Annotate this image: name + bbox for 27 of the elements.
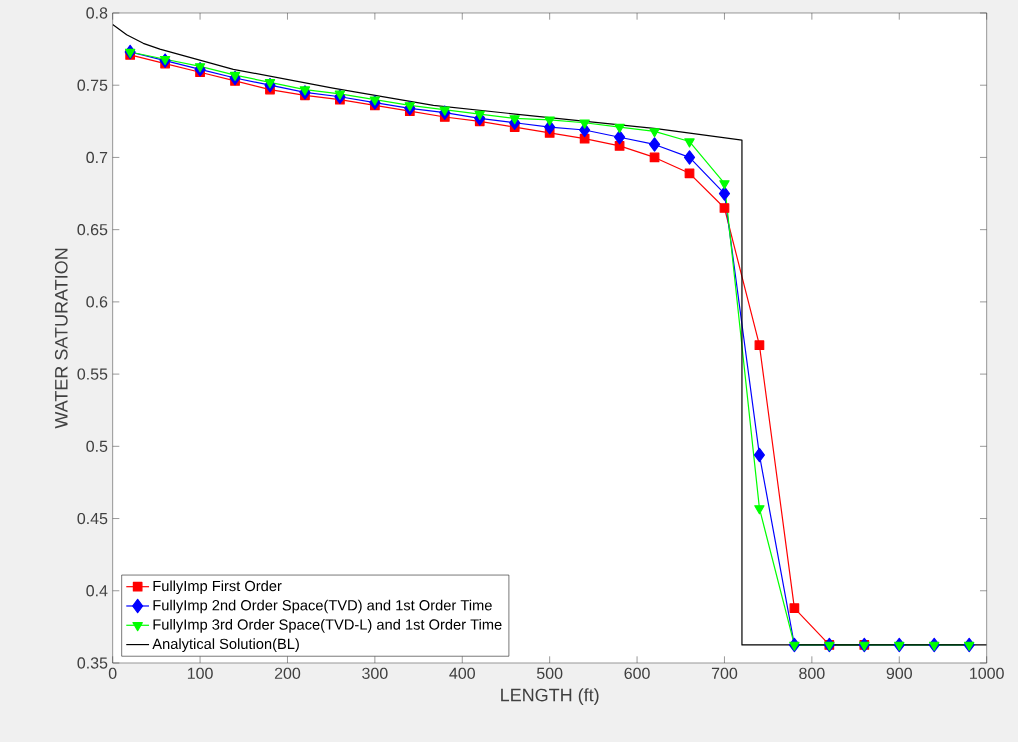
x-tick-label: 100 xyxy=(187,667,213,680)
x-tick-label: 500 xyxy=(536,667,563,680)
y-tick-label: 0.35 xyxy=(77,657,108,669)
x-axis-title: LENGTH (ft) xyxy=(501,688,599,705)
y-tick-label: 0.55 xyxy=(77,368,108,380)
x-tick-label: 600 xyxy=(624,667,650,680)
y-tick-label: 0.8 xyxy=(86,7,108,19)
x-tick-label: 1000 xyxy=(970,667,1004,680)
legend-label: FullyImp First Order xyxy=(153,580,282,595)
x-tick-label: 700 xyxy=(711,667,738,680)
y-tick-label: 0.4 xyxy=(86,585,108,597)
x-tick-label: 800 xyxy=(799,667,825,680)
y-tick-label: 0.65 xyxy=(77,224,108,236)
legend-label: FullyImp 3rd Order Space(TVD-L) and 1st Order Time xyxy=(153,618,502,633)
x-tick-label: 300 xyxy=(362,667,388,680)
y-tick-label: 0.5 xyxy=(86,440,108,452)
y-tick-label: 0.45 xyxy=(77,512,108,525)
x-tick-label: 0 xyxy=(108,667,117,680)
y-tick-label: 0.7 xyxy=(86,151,108,164)
legend-label: Analytical Solution(BL) xyxy=(152,638,299,652)
x-tick-label: 900 xyxy=(886,667,912,680)
x-tick-label: 400 xyxy=(449,667,475,680)
y-tick-label: 0.6 xyxy=(86,296,108,308)
legend-label: FullyImp 2nd Order Space(TVD) and 1st Order Time xyxy=(153,599,492,614)
y-tick-label: 0.75 xyxy=(77,79,108,91)
y-axis-title: WATER SATURATION xyxy=(54,248,68,429)
x-tick-label: 200 xyxy=(274,667,301,680)
